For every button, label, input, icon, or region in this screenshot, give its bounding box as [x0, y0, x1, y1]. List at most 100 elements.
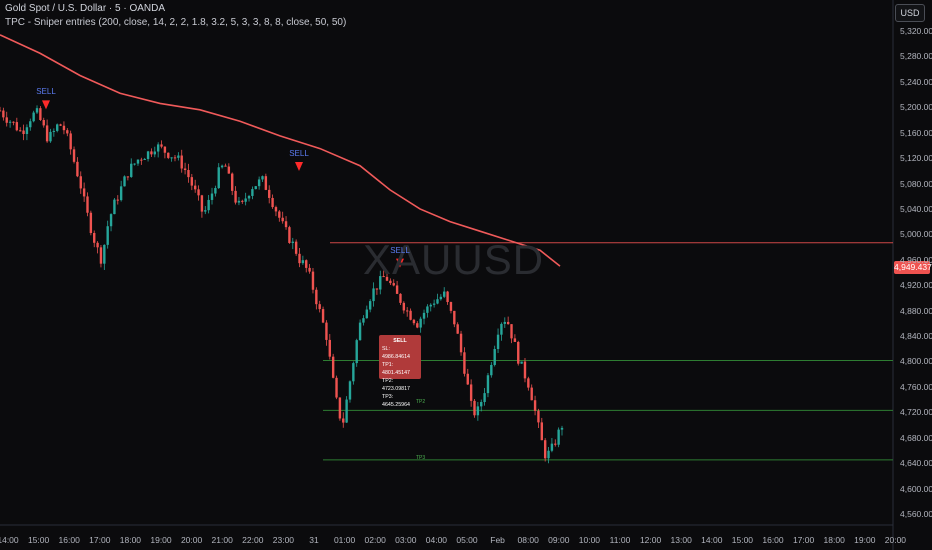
candle-body — [409, 310, 412, 320]
time-tick-label: 21:00 — [211, 535, 233, 545]
candle-body — [517, 341, 520, 364]
candle-body — [99, 247, 103, 264]
time-tick-label: 19:00 — [854, 535, 876, 545]
price-tick-label: 5,200.000 — [900, 102, 932, 113]
last-price-tag: 4,949.437 — [894, 261, 932, 274]
time-tick-label: 09:00 — [548, 535, 570, 545]
candle-body — [69, 133, 72, 150]
price-tick-label: 5,080.000 — [900, 178, 932, 189]
candle-body — [392, 283, 395, 286]
candle-body — [247, 195, 251, 199]
candle-body — [368, 301, 372, 310]
trade-box-tp2: TP2: 4723.09817 — [382, 378, 410, 392]
candle-body — [463, 352, 466, 374]
candle-body — [207, 199, 210, 211]
candle-body — [530, 387, 533, 401]
candle-body — [321, 309, 325, 323]
candle-body — [311, 271, 315, 290]
candle-body — [140, 159, 143, 161]
time-tick-label: 03:00 — [395, 535, 417, 545]
time-tick-label: 15:00 — [731, 535, 754, 545]
candle-body — [254, 186, 257, 190]
candle-body — [355, 340, 358, 364]
time-tick-label: 05:00 — [456, 535, 478, 545]
candle-body — [476, 406, 480, 416]
candle-body — [170, 157, 173, 159]
candle-body — [362, 318, 365, 323]
candle-body — [146, 151, 150, 159]
candle-body — [52, 130, 56, 132]
candle-body — [45, 125, 49, 142]
candle-body — [416, 323, 419, 328]
time-tick-label: 20:00 — [180, 535, 203, 545]
candle-body — [459, 333, 463, 353]
candle-body — [251, 189, 254, 196]
price-tick-label: 4,720.000 — [900, 407, 932, 418]
time-tick-label: 01:00 — [333, 535, 356, 545]
candle-body — [436, 299, 439, 304]
candle-body — [62, 125, 66, 131]
ema-200-line — [0, 34, 561, 267]
candle-body — [557, 429, 560, 445]
time-tick-label: 22:00 — [242, 535, 264, 545]
candle-body — [443, 291, 446, 297]
indicator-legend[interactable]: TPC - Sniper entries (200, close, 14, 2,… — [5, 17, 347, 28]
time-tick-label: 15:00 — [27, 535, 50, 545]
price-tick-label: 4,800.000 — [900, 356, 932, 367]
candle-body — [66, 130, 69, 134]
candle-body — [288, 227, 291, 243]
sell-signal-label: SELL — [390, 245, 410, 255]
candle-body — [385, 276, 389, 281]
sell-signal-label: SELL — [36, 87, 56, 97]
candle-body — [237, 200, 241, 203]
candle-body — [227, 166, 231, 174]
candle-body — [133, 163, 136, 165]
candle-body — [537, 410, 540, 423]
trade-box-tp3: TP3: 4645.25964 — [382, 394, 410, 408]
candle-body — [204, 210, 207, 212]
symbol-title[interactable]: Gold Spot / U.S. Dollar · 5 · OANDA — [5, 3, 166, 14]
candle-body — [261, 176, 264, 180]
currency-button[interactable]: USD — [895, 4, 925, 22]
candle-body — [294, 241, 298, 254]
candle-body — [375, 288, 379, 290]
price-tick-label: 5,240.000 — [900, 76, 932, 87]
candle-body — [523, 361, 527, 379]
candle-body — [426, 306, 429, 313]
candle-body — [449, 302, 453, 311]
time-tick-label: 04:00 — [425, 535, 448, 545]
candle-body — [59, 124, 62, 126]
candle-body — [197, 189, 200, 196]
candle-body — [42, 120, 45, 126]
candle-body — [22, 130, 25, 135]
candle-body — [533, 400, 537, 411]
candle-body — [116, 199, 119, 201]
candle-body — [466, 373, 469, 385]
price-tick-label: 4,560.000 — [900, 509, 932, 519]
candle-body — [318, 304, 321, 310]
candle-body — [473, 400, 476, 416]
candle-body — [365, 309, 369, 319]
candle-body — [301, 260, 305, 264]
candle-body — [554, 443, 557, 445]
candle-body — [446, 291, 449, 303]
price-tick-label: 4,880.000 — [900, 305, 932, 316]
candle-body — [193, 185, 197, 190]
candle-body — [278, 211, 281, 218]
price-tick-label: 4,600.000 — [900, 483, 932, 494]
trade-box-tp1: TP1: 4801.45147 — [382, 362, 410, 376]
candle-body — [173, 157, 177, 159]
candle-body — [224, 165, 227, 167]
candle-body — [345, 399, 348, 423]
candle-body — [113, 199, 116, 215]
candle-body — [480, 402, 483, 407]
candle-body — [486, 375, 490, 394]
price-tick-label: 5,280.000 — [900, 51, 932, 62]
sell-signal-label: SELL — [289, 148, 309, 158]
candle-body — [241, 200, 244, 202]
candle-body — [513, 338, 517, 342]
candle-body — [506, 321, 510, 325]
time-tick-label: 10:00 — [578, 535, 601, 545]
